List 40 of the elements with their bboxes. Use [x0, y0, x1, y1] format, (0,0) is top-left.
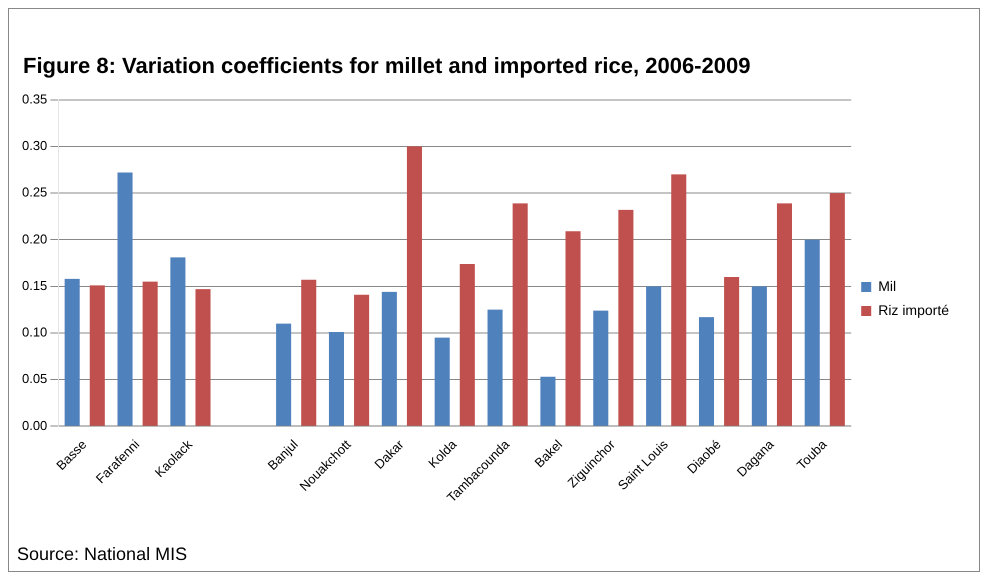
bar: [698, 317, 714, 426]
bar: [382, 292, 397, 426]
bar: [776, 203, 792, 426]
y-tick-label: 0.30: [22, 138, 48, 154]
bar: [460, 264, 475, 426]
bar: [406, 146, 422, 426]
bar: [90, 285, 105, 426]
bar: [301, 280, 316, 426]
bar: [434, 338, 450, 426]
bar: [646, 286, 662, 426]
y-tick-label: 0.00: [22, 418, 48, 433]
legend-label: Riz importé: [878, 302, 950, 318]
bar: [752, 286, 767, 426]
bar: [170, 257, 186, 426]
y-tick-label: 0.25: [22, 184, 48, 200]
bar: [118, 172, 133, 426]
bar: [540, 376, 556, 426]
bar: [488, 310, 503, 426]
bar: [328, 332, 344, 426]
bar: [512, 203, 528, 426]
bar: [142, 282, 158, 426]
bar: [593, 310, 608, 426]
bar: [618, 210, 634, 426]
bar: [64, 278, 80, 426]
bar: [195, 289, 211, 426]
bar: [804, 240, 820, 426]
bar: [354, 294, 370, 426]
bar: [276, 324, 292, 426]
bar: [565, 231, 581, 426]
y-tick-label: 0.15: [22, 278, 48, 293]
legend-label: Mil: [878, 278, 896, 294]
bar: [830, 193, 845, 426]
y-tick-label: 0.05: [22, 371, 48, 386]
y-tick-label: 0.20: [22, 231, 48, 246]
bar: [724, 277, 740, 426]
bar: [671, 174, 686, 426]
source-note: Source: National MIS: [17, 544, 188, 565]
y-tick-label: 0.35: [22, 91, 48, 106]
chart-title: Figure 8: Variation coefficients for millet and imported rice, 2006-2009: [22, 52, 752, 79]
y-tick-label: 0.10: [22, 324, 48, 340]
